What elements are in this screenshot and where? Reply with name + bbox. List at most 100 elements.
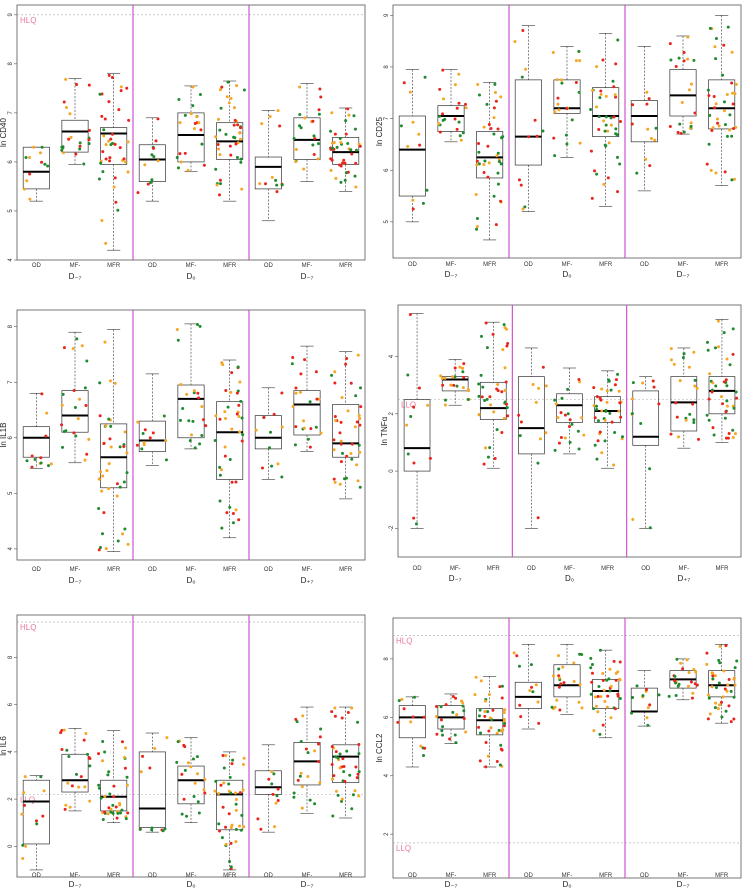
data-point [710, 390, 714, 394]
data-point [227, 101, 231, 105]
data-point [60, 748, 64, 752]
data-point [302, 419, 306, 423]
data-point [234, 142, 238, 146]
x-tick-label: OD [148, 873, 158, 879]
data-point [711, 674, 715, 678]
data-point [502, 711, 506, 715]
data-point [592, 386, 596, 390]
data-point [556, 654, 560, 658]
data-point [332, 140, 336, 144]
data-point [294, 386, 298, 390]
data-point [645, 716, 649, 720]
data-point [267, 777, 271, 781]
data-point [98, 414, 102, 418]
data-point [220, 526, 224, 530]
data-point [439, 374, 443, 378]
data-point [614, 127, 618, 131]
data-point [406, 452, 410, 456]
data-point [421, 201, 425, 205]
data-point [342, 765, 346, 769]
data-point [100, 114, 104, 118]
box-mfminus-4 [553, 367, 586, 455]
data-point [577, 378, 581, 382]
data-point [602, 119, 606, 123]
data-point [344, 119, 348, 123]
data-point [598, 430, 602, 434]
data-point [276, 787, 280, 791]
data-point [455, 713, 459, 717]
group-label: D₋₇ [69, 880, 82, 889]
data-point [235, 84, 239, 88]
data-point [613, 383, 617, 387]
data-point [500, 390, 504, 394]
data-point [735, 396, 739, 400]
data-point [75, 82, 79, 86]
data-point [618, 660, 622, 664]
y-tick-label: 8 [8, 62, 14, 66]
data-point [39, 461, 43, 465]
data-point [223, 410, 227, 414]
data-point [195, 755, 199, 759]
data-point [198, 93, 202, 97]
data-point [709, 168, 713, 172]
data-point [705, 651, 709, 655]
data-point [299, 740, 303, 744]
data-point [216, 142, 220, 146]
data-point [176, 338, 180, 342]
data-point [175, 155, 179, 159]
data-point [152, 155, 156, 159]
data-point [578, 141, 582, 145]
data-point [396, 720, 400, 724]
panel-il1b: ln IL1B 4 5 6 7 8 OD MF- MFR OD MF- MFR OD MF- MFR D₋₇… [0, 309, 366, 585]
data-point [139, 770, 143, 774]
x-tick-label: MF- [446, 873, 457, 879]
data-point [716, 319, 720, 323]
data-point [164, 439, 168, 443]
data-point [731, 91, 735, 95]
data-point [614, 95, 618, 99]
data-point [334, 750, 338, 754]
y-tick-label: 6 [384, 715, 390, 719]
x-tick-label: MFR [715, 262, 729, 268]
data-point [183, 113, 187, 117]
data-point [406, 373, 410, 377]
data-point [517, 178, 521, 182]
data-point [560, 78, 564, 82]
data-point [577, 49, 581, 53]
data-point [725, 404, 729, 408]
data-point [107, 770, 111, 774]
data-point [28, 172, 32, 176]
data-point [690, 696, 694, 700]
data-point [333, 415, 337, 419]
data-point [707, 696, 711, 700]
data-point [531, 690, 535, 694]
data-point [477, 394, 481, 398]
ref-label-hlq: HLQ [396, 637, 412, 646]
data-point [84, 732, 88, 736]
data-point [72, 431, 76, 435]
data-point [538, 437, 542, 441]
data-point [713, 45, 717, 49]
data-point [500, 136, 504, 140]
data-point [492, 106, 496, 110]
data-point [359, 386, 363, 390]
data-point [87, 128, 91, 132]
data-point [186, 761, 190, 765]
data-point [733, 92, 737, 96]
data-point [724, 644, 728, 648]
box-mfr-8 [330, 706, 361, 819]
data-point [123, 527, 127, 531]
ylabel-il1b: ln IL1B [0, 423, 8, 448]
data-point [491, 708, 495, 712]
data-point [435, 705, 439, 709]
data-point [126, 170, 130, 174]
data-point [178, 121, 182, 125]
data-point [597, 685, 601, 689]
data-point [234, 798, 238, 802]
data-point [733, 683, 737, 687]
iqr-box [398, 705, 426, 739]
data-point [358, 423, 362, 427]
data-point [499, 162, 503, 166]
data-point [232, 135, 236, 139]
data-point [69, 135, 73, 139]
